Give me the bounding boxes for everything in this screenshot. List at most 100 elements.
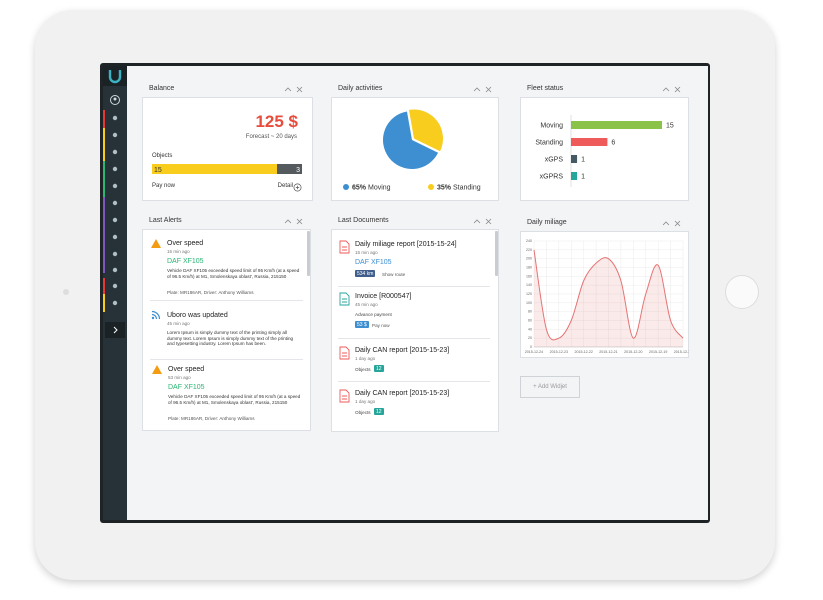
fleet-card — [520, 97, 689, 201]
doc-time: 15 min ago — [355, 250, 378, 255]
add-widget-button[interactable]: + Add Widjet — [520, 376, 580, 398]
nav-icon[interactable] — [112, 217, 118, 223]
objects-segment-label: 3 — [296, 167, 300, 174]
bar-value: 6 — [611, 140, 615, 147]
y-tick-label: 80 — [528, 310, 532, 314]
strip — [103, 161, 105, 197]
logo — [108, 70, 122, 84]
alert-text: Vehicle DAF XF105 exceeded speed limit o… — [168, 394, 301, 405]
alerts-card — [142, 229, 311, 431]
objects-bar: 15 3 — [152, 164, 302, 174]
bar-category: xGPS — [545, 157, 564, 164]
bar-chart: Moving 15 Standing 6 xGPS 1 xGPRS 1 — [535, 115, 674, 187]
y-tick-label: 40 — [528, 327, 532, 331]
line-series — [533, 249, 684, 341]
camera — [63, 289, 69, 295]
alert-time: 15 min ago — [167, 249, 190, 254]
nav-icon[interactable] — [112, 251, 118, 257]
x-tick-label: 2015-12-21 — [599, 350, 617, 354]
y-tick-label: 0 — [530, 345, 532, 349]
documents-card — [331, 229, 499, 432]
bar — [571, 138, 608, 146]
alert-vehicle: DAF XF105 — [168, 384, 205, 391]
nav-icon[interactable] — [112, 183, 118, 189]
divider — [150, 300, 303, 301]
detail-plus — [295, 185, 300, 190]
user-icon[interactable] — [110, 95, 120, 105]
nav-icon[interactable] — [112, 300, 118, 306]
line-chart: 0 20 40 60 80 100 120 140 160 180 200 220 240 2015-12… — [525, 239, 689, 354]
doc-action[interactable]: Show route — [382, 272, 406, 277]
y-tick-label: 220 — [526, 248, 532, 252]
home-button[interactable] — [725, 275, 759, 309]
bar-category: Moving — [540, 123, 563, 130]
warning-icon — [151, 239, 161, 248]
alert-text: Vehicle DAF XF105 exceeded speed limit o… — [167, 268, 300, 279]
nav-icon[interactable] — [112, 234, 118, 240]
legend-label: Moving — [368, 185, 391, 192]
doc-time: 1 day ago — [355, 356, 376, 361]
detail-icon[interactable] — [293, 183, 302, 192]
nav-icon[interactable] — [112, 283, 118, 289]
miliage-card — [520, 231, 689, 358]
nav-icon[interactable] — [112, 149, 118, 155]
bar-value: 1 — [581, 174, 585, 181]
detail-circle — [293, 183, 302, 192]
y-tick-label: 160 — [526, 274, 532, 278]
y-tick-label: 240 — [526, 239, 532, 243]
legend-value: 65% — [352, 185, 367, 192]
nav-icon[interactable] — [112, 166, 118, 172]
alert-time: 45 min ago — [167, 321, 190, 326]
divider — [150, 359, 303, 360]
doc-label: Objects — [355, 367, 371, 372]
warning-shape — [152, 365, 162, 374]
strip — [103, 278, 105, 294]
expand-button[interactable] — [105, 322, 125, 338]
doc-action[interactable]: Pay now — [372, 323, 390, 328]
x-tick-label: 2015-12-19 — [649, 350, 667, 354]
rss-arc — [151, 310, 161, 320]
widget-title: Last Alerts — [149, 217, 182, 224]
pie-slice — [408, 109, 443, 152]
doc-time: 45 min ago — [355, 302, 378, 307]
doc-label: Advance payment — [355, 312, 392, 317]
widget-title: Balance — [149, 85, 175, 92]
nav-icon[interactable] — [112, 200, 118, 206]
x-tick-label: 2015-12-20 — [624, 350, 642, 354]
balance-forecast: Forecast ~ 20 days — [245, 134, 297, 140]
doc-badge: 534 km — [355, 270, 376, 277]
nav-icon[interactable] — [112, 267, 118, 273]
pay-now[interactable]: Pay now — [152, 183, 176, 189]
divider — [338, 286, 490, 287]
scrollbar[interactable] — [495, 231, 498, 276]
divider — [338, 338, 490, 339]
activities-card — [331, 97, 499, 201]
rss-dot — [151, 316, 155, 320]
bar-value: 15 — [666, 123, 674, 130]
x-tick-label: 2015-12-23 — [550, 350, 568, 354]
strip — [103, 197, 105, 273]
widget-title: Daily miliage — [527, 219, 567, 226]
warning-shape — [151, 239, 161, 248]
y-tick-label: 140 — [526, 283, 532, 287]
objects-segment — [152, 164, 277, 174]
doc-badge: 12 — [374, 408, 384, 415]
bar-value: 1 — [581, 157, 585, 164]
sidebar — [103, 66, 127, 520]
y-tick-label: 200 — [526, 257, 532, 261]
alert-text: Lorem Ipsum is simply dummy text of the … — [167, 330, 294, 347]
legend-label: Standing — [453, 185, 481, 192]
strip — [103, 294, 105, 312]
doc-label: Objects — [355, 410, 371, 415]
alert-title: Over speed — [167, 240, 204, 247]
scrollbar[interactable] — [307, 231, 310, 276]
nav-icon[interactable] — [112, 132, 118, 138]
bar — [571, 172, 578, 180]
nav-icon[interactable] — [112, 115, 118, 121]
legend-dot — [343, 184, 349, 190]
sidebar-icons — [112, 115, 118, 306]
pie-slice — [383, 111, 439, 169]
doc-vehicle: DAF XF105 — [355, 259, 392, 266]
detail[interactable]: Detail — [277, 183, 293, 189]
